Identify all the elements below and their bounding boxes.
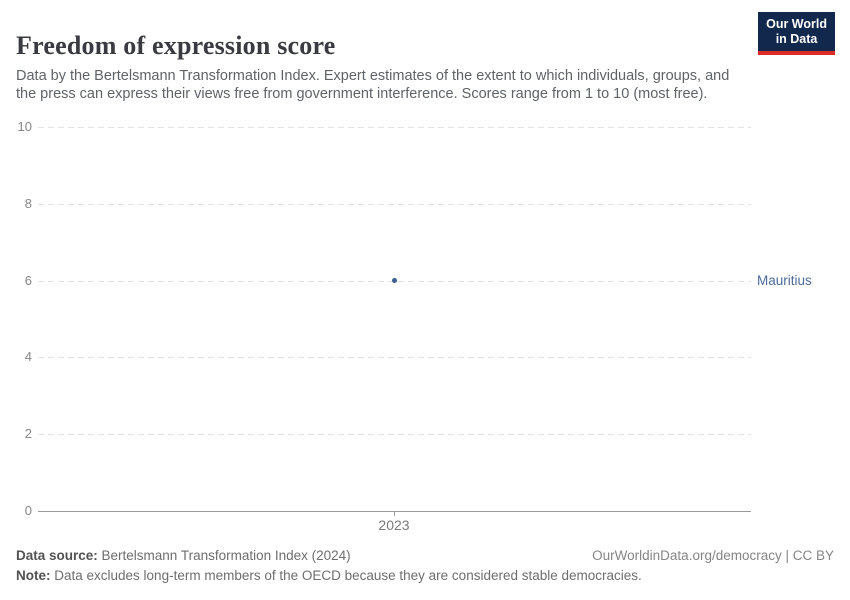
y-tick-label-4: 4 [24,349,32,365]
note-value: Data excludes long-term members of the O… [50,568,642,583]
gridline-y-2 [38,434,751,436]
y-tick-label-2: 2 [24,426,32,442]
x-axis-tick-mark [394,511,395,516]
x-tick-label-2023: 2023 [378,517,410,533]
y-tick-label-10: 10 [17,119,32,134]
data-source-value: Bertelsmann Transformation Index (2024) [97,548,351,563]
note-label: Note: [16,568,51,583]
owid-logo-line1: Our World [766,17,827,31]
y-tick-label-0: 0 [24,503,32,518]
y-tick-label-6: 6 [24,272,32,288]
y-tick-label-8: 8 [24,195,32,211]
footer-source-line: OurWorldinData.org/democracy | CC BY Dat… [16,548,834,563]
x-axis-baseline [38,511,751,512]
gridline-y-4 [38,357,751,359]
gridline-y-10 [38,127,751,128]
owid-logo[interactable]: Our World in Data [758,12,835,55]
footer-note-line: Note: Data excludes long-term members of… [16,568,834,583]
attribution-link[interactable]: OurWorldinData.org/democracy | CC BY [592,548,834,563]
data-point-mauritius-2023[interactable] [392,278,397,284]
gridline-y-8 [38,203,751,205]
entity-label-mauritius[interactable]: Mauritius [757,273,812,288]
chart-title: Freedom of expression score [16,31,336,61]
owid-logo-line2: in Data [775,32,818,46]
chart-subtitle: Data by the Bertelsmann Transformation I… [16,67,730,102]
data-source-label: Data source: [16,548,98,563]
